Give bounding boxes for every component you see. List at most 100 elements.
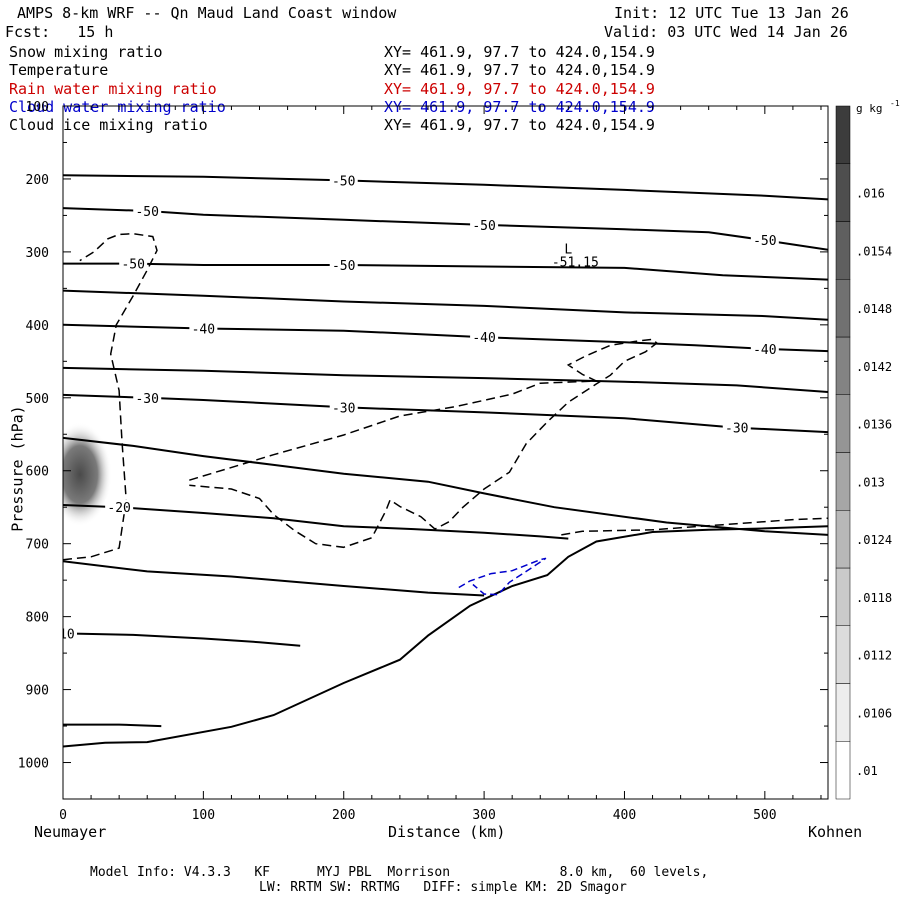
x-tick-label: 500 (753, 808, 776, 823)
contour-label-bg (329, 399, 358, 415)
field-label: Temperature (9, 61, 109, 79)
colorbar-swatch (835, 683, 851, 742)
y-tick-label: 900 (26, 684, 49, 699)
contour-label: -20 (107, 501, 130, 516)
y-tick-label: 100 (26, 100, 49, 115)
field-xy: XY= 461.9, 97.7 to 424.0,154.9 (384, 98, 655, 116)
contour-label: -50 (121, 258, 144, 273)
contour-label-bg (750, 340, 779, 356)
colorbar-swatch (835, 105, 851, 164)
x-tick-label: 200 (332, 808, 355, 823)
contour-label: -40 (753, 343, 776, 358)
colorbar-label: .0112 (856, 649, 892, 663)
contour-label: -50 (753, 234, 776, 249)
y-tick-label: 1000 (18, 757, 49, 772)
field-xy: XY= 461.9, 97.7 to 424.0,154.9 (384, 61, 655, 79)
temperature-contour (63, 262, 828, 281)
contour-label-bg (105, 499, 134, 515)
contour-label-bg (329, 257, 358, 273)
temperature-contour (63, 436, 828, 536)
temperature-contour (63, 560, 485, 597)
contour-label-bg (722, 419, 751, 435)
colorbar-swatch (835, 510, 851, 569)
colorbar-label: .013 (856, 475, 885, 489)
contour-label: -30 (725, 422, 748, 437)
snow-contour (63, 232, 158, 561)
temperature-contour (63, 632, 301, 647)
min-annotation: -51.15 (552, 255, 599, 270)
temperature-contour (63, 323, 828, 353)
valid-time: Valid: 03 UTC Wed 14 Jan 26 (604, 23, 848, 41)
y-tick-label: 200 (26, 173, 49, 188)
x-tick-label: 100 (192, 808, 215, 823)
temperature-contour (63, 366, 828, 393)
y-axis-label: Pressure (hPa) (8, 405, 27, 532)
contour-label-bg (133, 203, 162, 219)
y-tick-label: 500 (26, 392, 49, 407)
colorbar-unit-exponent: -1 (890, 99, 900, 108)
field-label: Cloud ice mixing ratio (9, 116, 208, 134)
field-label: Cloud water mixing ratio (9, 98, 226, 116)
colorbar-label: .0154 (856, 244, 892, 258)
cloud-ice-shading (63, 422, 112, 527)
snow-contour (561, 517, 828, 536)
terrain-contour (63, 525, 828, 748)
contour-label: -50 (472, 219, 495, 234)
field-xy: XY= 461.9, 97.7 to 424.0,154.9 (384, 116, 655, 134)
field-label: Snow mixing ratio (9, 43, 163, 61)
colorbar-label: .0148 (856, 302, 892, 316)
field-xy: XY= 461.9, 97.7 to 424.0,154.9 (384, 43, 655, 61)
x-right-label: Kohnen (808, 823, 863, 841)
colorbar-swatch (835, 567, 851, 626)
colorbar-label: .0142 (856, 360, 892, 374)
y-tick-label: 600 (26, 465, 49, 480)
colorbar-swatch (835, 452, 851, 511)
chart-title: AMPS 8-km WRF -- Qn Maud Land Coast wind… (17, 4, 397, 22)
x-tick-label: 400 (613, 808, 636, 823)
contour-label: -50 (332, 174, 355, 189)
colorbar-label: .0118 (856, 591, 892, 605)
colorbar-label: .016 (856, 187, 885, 201)
plot-frame (62, 105, 829, 800)
contour-label-bg (133, 389, 162, 405)
field-label: Rain water mixing ratio (9, 80, 217, 98)
temperature-contour (63, 504, 569, 540)
model-info: Model Info: V4.3.3 KF MYJ PBL Morrison 8… (90, 865, 709, 880)
x-left-label: Neumayer (34, 823, 107, 841)
temperature-contour (63, 207, 828, 251)
x-tick-label: 300 (472, 808, 495, 823)
contour-label-bg (470, 329, 499, 345)
colorbar-swatch (835, 279, 851, 338)
contour-label: -50 (135, 205, 158, 220)
y-tick-label: 800 (26, 611, 49, 626)
contour-label-bg (119, 255, 148, 271)
y-tick-label: 300 (26, 246, 49, 261)
temperature-contour (63, 393, 828, 434)
snow-contour (189, 338, 658, 549)
y-tick-label: 700 (26, 538, 49, 553)
cloud-water-contour (458, 557, 547, 596)
contour-label: -40 (192, 322, 215, 337)
contour-label: -40 (472, 331, 495, 346)
contour-label-bg (189, 320, 218, 336)
forecast-hour: Fcst: 15 h (5, 23, 114, 41)
colorbar-swatch (835, 394, 851, 453)
colorbar-unit: g kg (856, 102, 883, 115)
y-tick-label: 400 (26, 319, 49, 334)
contour-label-bg (470, 216, 499, 232)
colorbar-label: .0106 (856, 706, 892, 720)
colorbar-swatch (835, 336, 851, 395)
x-axis-label: Distance (km) (388, 823, 506, 841)
contour-label-bg (750, 232, 779, 248)
colorbar-label: .0124 (856, 533, 892, 547)
temperature-contour (63, 723, 162, 728)
model-physics: LW: RRTM SW: RRTMG DIFF: simple KM: 2D S… (259, 880, 627, 895)
min-annotation: L (564, 242, 572, 257)
x-tick-label: 0 (59, 808, 67, 823)
contour-label: -30 (332, 401, 355, 416)
init-time: Init: 12 UTC Tue 13 Jan 26 (614, 4, 849, 22)
contour-label-bg (329, 172, 358, 188)
colorbar-swatch (835, 163, 851, 222)
temperature-contour (63, 174, 828, 201)
